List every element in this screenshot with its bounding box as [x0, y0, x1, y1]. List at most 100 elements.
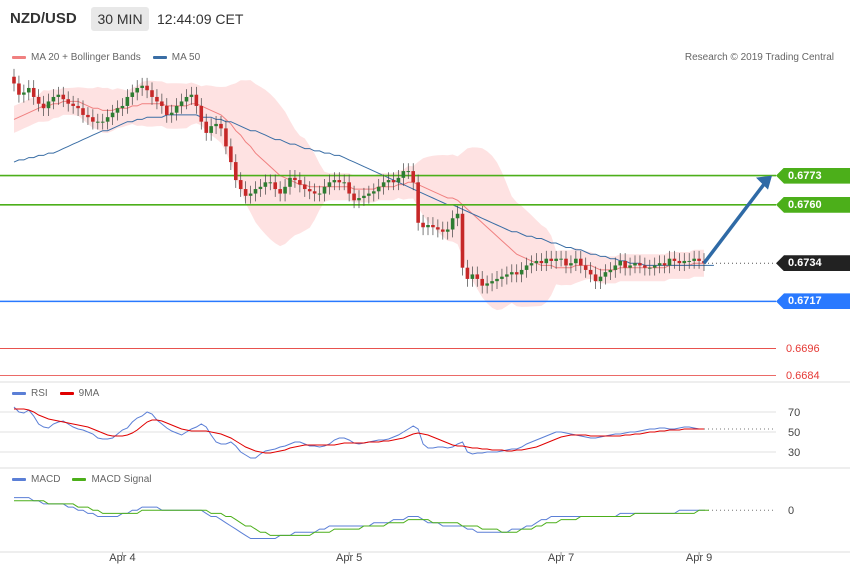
candle-body	[687, 260, 692, 262]
candle-body	[598, 276, 603, 282]
candle-body	[233, 162, 238, 181]
candle-body	[293, 177, 297, 181]
candle-body	[22, 92, 26, 95]
candle-body	[485, 283, 489, 286]
rsi-legend-swatch	[12, 392, 26, 395]
candle-body	[623, 260, 627, 268]
candle-body	[495, 278, 499, 282]
candle-body	[150, 90, 154, 97]
macd-signal-legend-label: MACD Signal	[91, 474, 152, 485]
candle-body	[618, 260, 623, 266]
candle-body	[633, 263, 637, 266]
macd-legend-label: MACD	[31, 474, 61, 485]
candle-body	[549, 258, 554, 261]
rsi-legend-label: RSI	[31, 388, 48, 399]
candle-body	[628, 265, 632, 268]
candle-body	[243, 189, 248, 196]
candle-body	[376, 186, 381, 192]
ma50-legend-label: MA 50	[171, 52, 201, 63]
candle-body	[327, 182, 332, 187]
candle-body	[312, 191, 317, 194]
candle-body	[603, 272, 608, 277]
rsi-line	[13, 406, 704, 459]
projection-arrow-head	[756, 175, 772, 190]
rsi-legend: RSI 9MA	[12, 388, 99, 399]
candle-body	[135, 87, 140, 93]
candle-body	[514, 272, 519, 275]
candle-body	[258, 186, 263, 190]
candle-body	[273, 182, 278, 190]
main-legend: MA 20 + Bollinger Bands MA 50	[12, 52, 200, 63]
ma50-legend-swatch	[152, 56, 167, 59]
candle-body	[367, 193, 371, 196]
candle-body	[401, 171, 406, 178]
rsi-tick-30: 30	[788, 447, 800, 459]
candle-body	[204, 121, 209, 133]
macd-legend-swatch	[12, 478, 26, 481]
candle-body	[436, 227, 440, 230]
candle-body	[179, 101, 184, 106]
candle-body	[505, 274, 509, 277]
macd-tick-0: 0	[788, 505, 794, 517]
projection-arrow-line	[702, 180, 768, 265]
candle-body	[189, 94, 194, 97]
candle-body	[61, 94, 66, 100]
candle-body	[26, 87, 31, 93]
candle-body	[519, 269, 524, 275]
price-tag-0.6717: 0.6717	[776, 293, 850, 310]
candle-body	[588, 269, 593, 275]
candle-body	[431, 225, 435, 228]
candle-body	[145, 85, 149, 91]
candle-body	[638, 263, 642, 266]
timeframe-button[interactable]: 30 MIN	[91, 7, 149, 31]
candle-body	[391, 180, 396, 183]
candle-body	[71, 103, 75, 106]
candle-body	[692, 258, 696, 261]
candle-body	[86, 114, 90, 118]
candle-body	[529, 263, 534, 266]
candle-body	[248, 193, 253, 196]
candle-body	[95, 121, 100, 123]
ma20-legend-swatch	[12, 56, 26, 59]
candle-body	[445, 229, 450, 232]
candle-body	[110, 112, 115, 118]
symbol-label: NZD/USD	[10, 10, 77, 27]
candle-body	[278, 189, 282, 194]
candle-body	[559, 258, 563, 260]
candle-body	[362, 195, 366, 199]
candle-body	[214, 123, 218, 127]
candle-body	[164, 105, 169, 115]
ma50-line	[13, 114, 714, 266]
candle-body	[46, 101, 51, 109]
candle-body	[386, 180, 391, 183]
candle-body	[115, 108, 120, 113]
rsi-tick-70: 70	[788, 407, 800, 419]
candle-body	[12, 76, 16, 84]
candle-body	[332, 180, 337, 183]
candle-body	[105, 117, 110, 122]
candle-body	[564, 258, 568, 266]
candle-body	[283, 186, 287, 194]
candle-body	[347, 182, 351, 194]
x-label-apr-4: Apr 4	[109, 552, 135, 564]
candle-body	[539, 260, 544, 264]
candle-body	[238, 180, 243, 190]
candle-body	[475, 274, 480, 279]
price-tag-0.6696: 0.6696	[786, 342, 820, 355]
candle-body	[263, 182, 268, 187]
candle-body	[130, 92, 135, 97]
candle-body	[643, 265, 647, 268]
candle-body	[91, 117, 95, 122]
candle-body	[455, 213, 460, 219]
clock-label: 12:44:09 CET	[157, 11, 244, 27]
candle-body	[66, 99, 71, 104]
candle-body	[199, 105, 204, 122]
candle-body	[465, 267, 470, 279]
candle-body	[406, 171, 411, 173]
candle-body	[268, 182, 273, 184]
candle-body	[421, 222, 425, 228]
macd-line	[14, 497, 704, 539]
candle-body	[253, 189, 258, 194]
candle-body	[534, 260, 539, 264]
